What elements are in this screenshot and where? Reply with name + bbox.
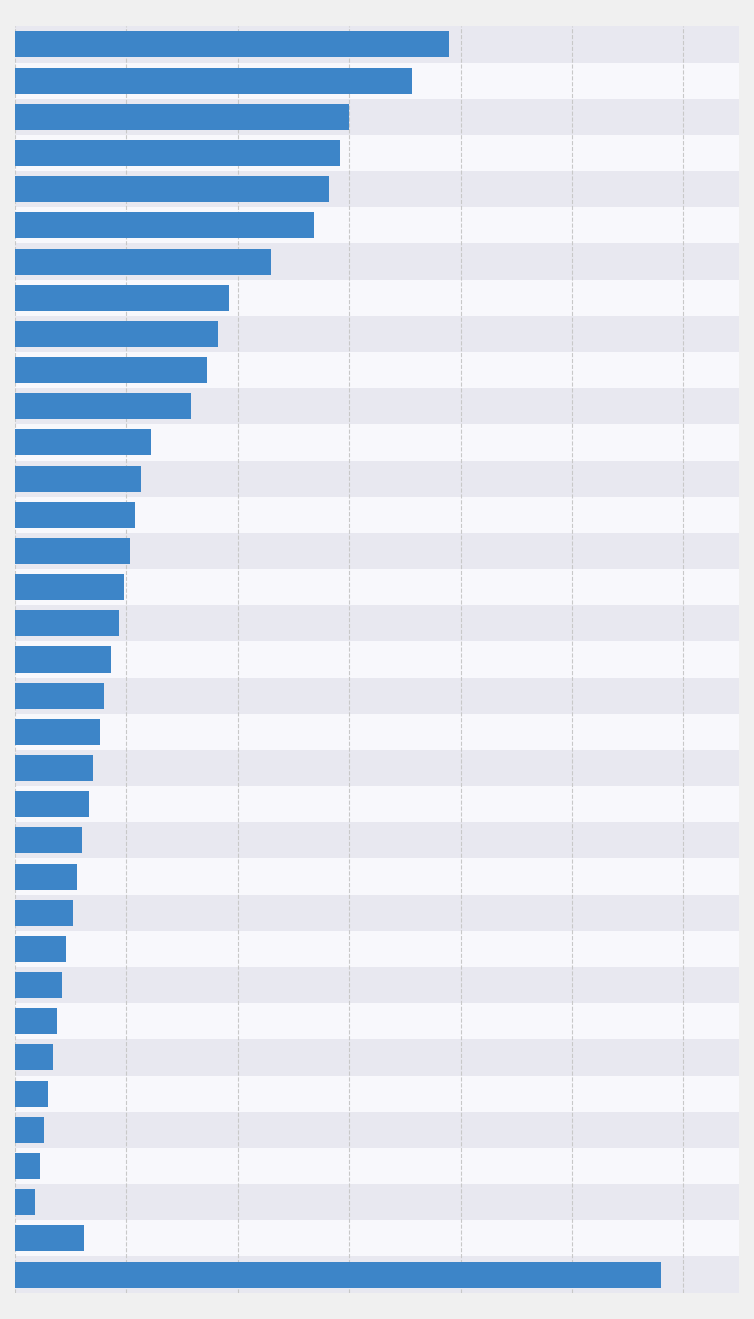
Bar (15, 646, 111, 673)
Bar (15, 714, 739, 751)
Bar (15, 827, 82, 853)
Bar (15, 104, 349, 129)
Bar (15, 1117, 44, 1142)
Bar (15, 357, 207, 383)
Bar (15, 212, 314, 239)
Bar (15, 1220, 739, 1257)
Bar (15, 1261, 661, 1287)
Bar (15, 62, 739, 99)
Bar (15, 864, 78, 889)
Bar (15, 352, 739, 388)
Bar (15, 285, 229, 311)
Bar (15, 822, 739, 859)
Bar (15, 678, 739, 714)
Bar (15, 207, 739, 244)
Bar (15, 894, 739, 931)
Bar (15, 460, 739, 497)
Bar (15, 751, 739, 786)
Bar (15, 171, 739, 207)
Bar (15, 605, 739, 641)
Bar (15, 430, 151, 455)
Bar (15, 972, 62, 998)
Bar (15, 32, 449, 58)
Bar (15, 501, 136, 528)
Bar (15, 533, 739, 568)
Bar (15, 859, 739, 894)
Bar (15, 786, 739, 822)
Bar (15, 315, 739, 352)
Bar (15, 1080, 48, 1107)
Bar (15, 568, 739, 605)
Bar (15, 135, 739, 171)
Bar (15, 1257, 739, 1293)
Bar (15, 719, 100, 745)
Bar (15, 99, 739, 135)
Bar (15, 1075, 739, 1112)
Bar (15, 321, 218, 347)
Bar (15, 1045, 53, 1071)
Bar (15, 900, 73, 926)
Bar (15, 931, 739, 967)
Bar (15, 244, 739, 280)
Bar (15, 683, 104, 708)
Bar (15, 1039, 739, 1075)
Bar (15, 177, 329, 202)
Bar (15, 248, 271, 274)
Bar (15, 754, 93, 781)
Bar (15, 1190, 35, 1215)
Bar (15, 1148, 739, 1184)
Bar (15, 936, 66, 962)
Bar (15, 611, 118, 636)
Bar (15, 1008, 57, 1034)
Bar (15, 140, 340, 166)
Bar (15, 791, 88, 818)
Bar (15, 1153, 39, 1179)
Bar (15, 466, 141, 492)
Bar (15, 574, 124, 600)
Bar (15, 280, 739, 315)
Bar (15, 393, 191, 419)
Bar (15, 538, 130, 565)
Bar (15, 67, 412, 94)
Bar (15, 1184, 739, 1220)
Bar (15, 967, 739, 1004)
Bar (15, 1225, 84, 1252)
Bar (15, 497, 739, 533)
Bar (15, 1112, 739, 1148)
Bar (15, 26, 739, 62)
Bar (15, 425, 739, 460)
Bar (15, 641, 739, 678)
Bar (15, 388, 739, 425)
Bar (15, 1004, 739, 1039)
